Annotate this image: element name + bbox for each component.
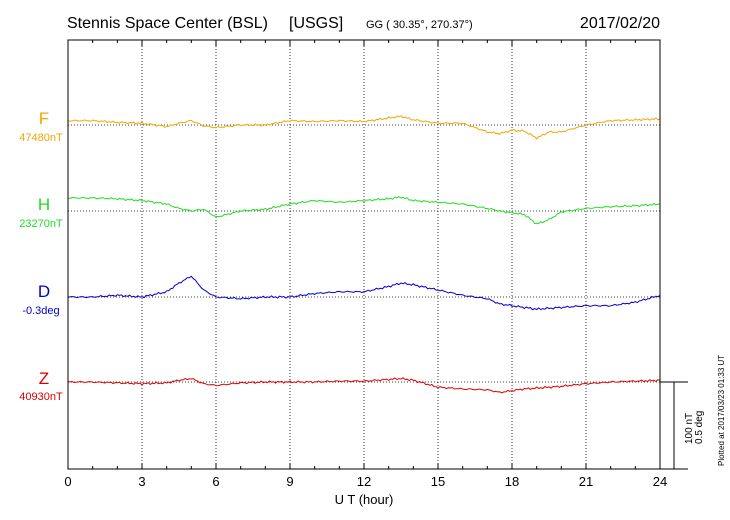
series-baseline-z: 40930nT [19, 391, 63, 403]
coords-label: GG ( 30.35°, 270.37°) [366, 19, 473, 31]
x-tick-label: 9 [286, 474, 293, 489]
station-title: Stennis Space Center (BSL) [67, 15, 268, 32]
trace-h [67, 196, 661, 225]
x-tick-label: 3 [138, 474, 145, 489]
trace-d [67, 275, 661, 311]
x-tick-label: 21 [579, 474, 593, 489]
scale-label-deg: 0.5 deg [694, 411, 705, 444]
series-labels: F 47480nT H 23270nT D -0.3deg Z 40930nT [19, 109, 63, 403]
series-baseline-d: -0.3deg [22, 305, 59, 317]
traces [67, 115, 661, 394]
series-name-f: F [39, 109, 49, 128]
x-tick-label: 15 [431, 474, 445, 489]
x-axis: 0 3 6 9 12 15 18 21 24 U T (hour) [64, 40, 667, 507]
x-tick-label: 12 [357, 474, 371, 489]
trace-z [68, 377, 661, 394]
x-tick-label: 0 [64, 474, 71, 489]
series-baseline-f: 47480nT [19, 132, 63, 144]
plot-frame [67, 39, 661, 470]
x-tick-label: 24 [653, 474, 667, 489]
x-axis-label: U T (hour) [335, 492, 394, 507]
grid [68, 40, 660, 469]
scale-bar: 100 nT 0.5 deg [660, 381, 705, 470]
x-tick-label: 6 [212, 474, 219, 489]
series-baseline-h: 23270nT [19, 218, 63, 230]
org-label: [USGS] [289, 15, 343, 32]
series-name-h: H [38, 195, 50, 214]
scale-label-nt: 100 nT [684, 413, 695, 444]
date-label: 2017/02/20 [580, 15, 660, 32]
trace-f [67, 115, 661, 140]
series-name-d: D [38, 282, 50, 301]
plotted-note: Plotted at 2017/03/23 01:33 UT [717, 355, 726, 466]
x-tick-label: 18 [505, 474, 519, 489]
series-name-z: Z [39, 369, 49, 388]
